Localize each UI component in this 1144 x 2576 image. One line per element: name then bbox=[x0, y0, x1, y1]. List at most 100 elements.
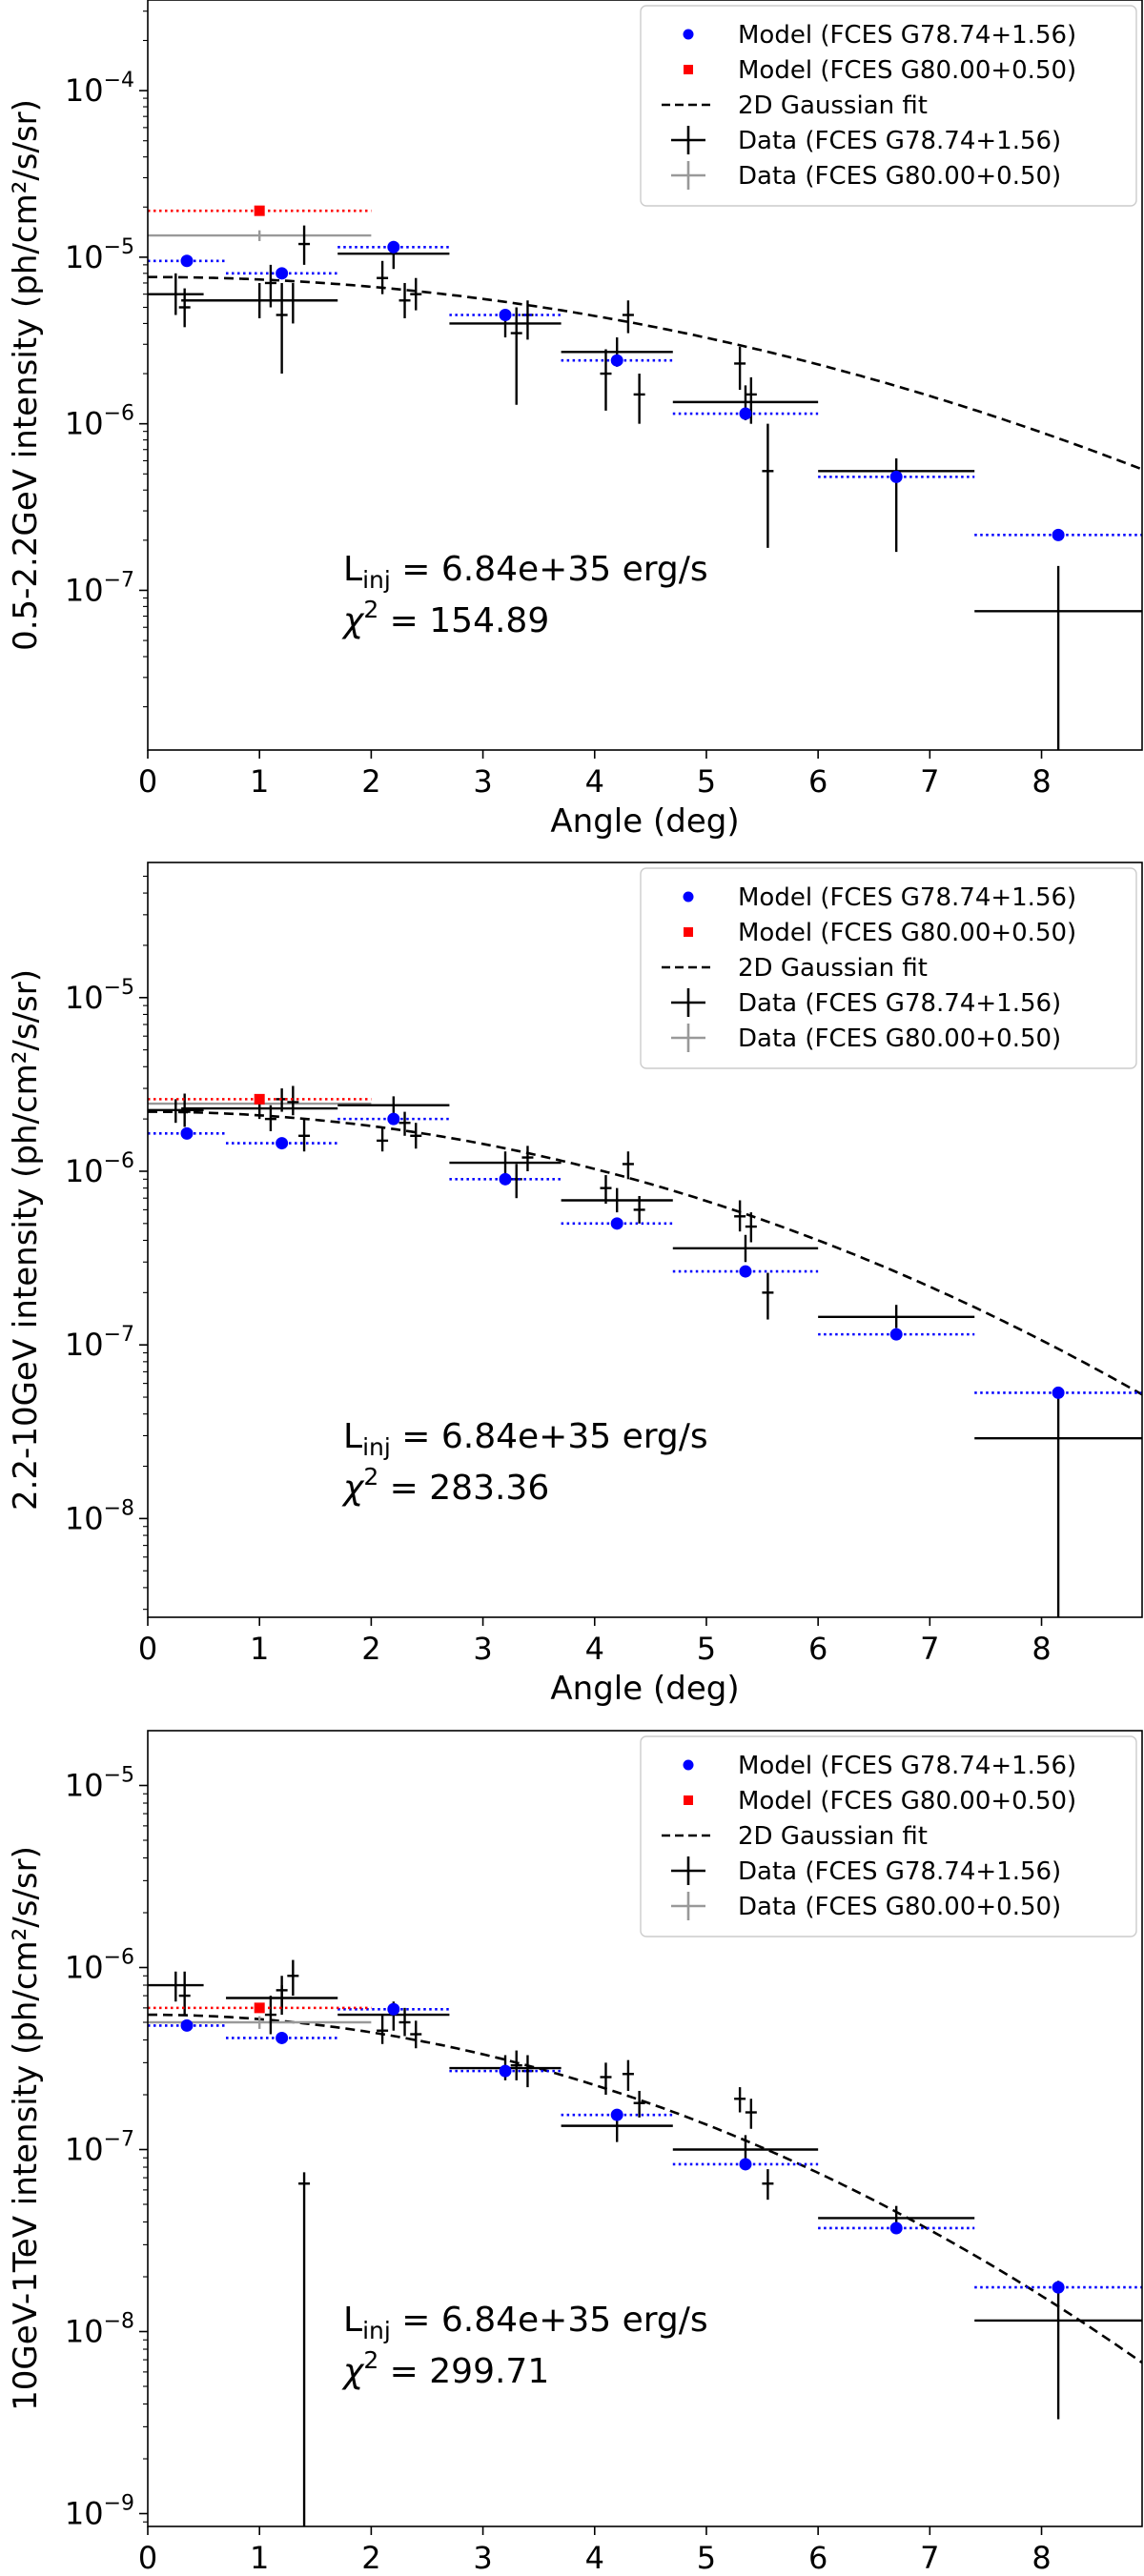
legend-marker bbox=[684, 1795, 693, 1805]
data-a-point bbox=[510, 2050, 522, 2080]
chi-value: = 154.89 bbox=[378, 601, 549, 640]
y-tick-exponent: −5 bbox=[104, 1763, 134, 1787]
gaussian-fit-curve bbox=[148, 1110, 1142, 1396]
data-a-point bbox=[398, 2007, 411, 2037]
y-tick-base: 10 bbox=[65, 1327, 104, 1363]
y-tick-base: 10 bbox=[65, 406, 104, 442]
data-a-point bbox=[510, 307, 522, 405]
data-a-point bbox=[377, 1126, 389, 1152]
legend-entry-fit: 2D Gaussian fit bbox=[662, 91, 928, 120]
model-a-point bbox=[561, 354, 673, 367]
legend-label: Data (FCES G78.74+1.56) bbox=[738, 127, 1061, 155]
y-axis-label: 2.2-10GeV intensity (ph/cm²/s/sr) bbox=[7, 969, 45, 1511]
y-tick-exponent: −8 bbox=[104, 1496, 134, 1520]
x-tick-label: 4 bbox=[585, 1631, 604, 1667]
legend-marker bbox=[683, 891, 694, 903]
data-a-point bbox=[298, 2172, 311, 2526]
model-a-point bbox=[672, 2158, 819, 2171]
legend-label: Data (FCES G78.74+1.56) bbox=[738, 989, 1061, 1018]
data-a-point bbox=[276, 282, 288, 375]
legend-label: Model (FCES G78.74+1.56) bbox=[738, 1752, 1076, 1780]
data-a-binned bbox=[148, 273, 204, 315]
data-a-binned bbox=[181, 282, 338, 318]
y-axis-label: 10GeV-1TeV intensity (ph/cm²/s/sr) bbox=[7, 1846, 45, 2411]
model-a-point bbox=[974, 528, 1142, 541]
y-tick-label: 10−6 bbox=[65, 1149, 134, 1189]
model-a-point bbox=[337, 1112, 450, 1126]
model-a-point bbox=[974, 1386, 1142, 1399]
legend-label: Model (FCES G80.00+0.50) bbox=[738, 919, 1076, 947]
y-tick-exponent: −8 bbox=[104, 2310, 134, 2334]
legend: Model (FCES G78.74+1.56) Model (FCES G80.… bbox=[640, 1735, 1137, 1937]
luminosity-value: = 6.84e+35 erg/s bbox=[391, 550, 708, 589]
x-tick-label: 1 bbox=[250, 763, 269, 800]
data-a-point bbox=[734, 2087, 746, 2113]
plot-area bbox=[148, 205, 1142, 750]
y-tick-base: 10 bbox=[65, 1500, 104, 1536]
y-tick-label: 10−9 bbox=[65, 2492, 134, 2532]
legend-marker bbox=[671, 126, 705, 154]
x-axis-label: Angle (deg) bbox=[550, 802, 739, 841]
model-a-point bbox=[818, 2221, 975, 2235]
x-axis-label: Angle (deg) bbox=[550, 1670, 739, 1708]
plot-area bbox=[148, 1959, 1142, 2526]
data-a-point bbox=[377, 2015, 389, 2044]
data-a-point bbox=[762, 1272, 774, 1320]
y-tick-label: 10−8 bbox=[65, 2310, 134, 2350]
x-tick-label: 3 bbox=[473, 763, 492, 800]
data-a-point bbox=[298, 225, 311, 265]
x-tick-label: 5 bbox=[697, 763, 716, 800]
model-a-point bbox=[449, 308, 562, 321]
model-a-point bbox=[148, 254, 227, 268]
luminosity-subscript: inj bbox=[362, 566, 391, 594]
legend: Model (FCES G78.74+1.56) Model (FCES G80.… bbox=[640, 5, 1137, 207]
data-a-point bbox=[622, 300, 634, 334]
y-tick-exponent: −6 bbox=[104, 402, 134, 426]
y-tick-label: 10−7 bbox=[65, 568, 134, 608]
x-tick-label: 3 bbox=[473, 2540, 492, 2576]
data-a-binned bbox=[337, 1096, 450, 1116]
y-tick-label: 10−5 bbox=[65, 235, 134, 275]
x-tick-label: 1 bbox=[250, 2540, 269, 2576]
legend-entry-model_a: Model (FCES G78.74+1.56) bbox=[683, 883, 1076, 912]
legend-label: Model (FCES G78.74+1.56) bbox=[738, 21, 1076, 50]
x-tick-label: 8 bbox=[1032, 763, 1051, 800]
model-b-point bbox=[148, 205, 372, 216]
chi-superscript: 2 bbox=[363, 596, 378, 623]
chi-square-annotation: χ2 = 154.89 bbox=[341, 596, 549, 640]
data-a-point bbox=[734, 1200, 746, 1232]
legend-entry-data_a: Data (FCES G78.74+1.56) bbox=[671, 126, 1061, 155]
luminosity-symbol: L bbox=[343, 2301, 362, 2340]
data-a-point bbox=[377, 260, 389, 294]
y-tick-exponent: −5 bbox=[104, 976, 134, 1000]
y-tick-base: 10 bbox=[65, 1950, 104, 1986]
data-a-point bbox=[410, 2020, 422, 2049]
legend-label: 2D Gaussian fit bbox=[738, 954, 928, 983]
model-a-point bbox=[337, 2002, 450, 2016]
y-tick-exponent: −6 bbox=[104, 1946, 134, 1970]
y-tick-label: 10−8 bbox=[65, 1496, 134, 1536]
model-a-point bbox=[561, 1217, 673, 1230]
x-tick-label: 5 bbox=[697, 1631, 716, 1667]
chi-square-annotation: χ2 = 283.36 bbox=[341, 1463, 549, 1508]
legend-label: Data (FCES G80.00+0.50) bbox=[738, 1893, 1061, 1921]
x-tick-label: 4 bbox=[585, 2540, 604, 2576]
data-a-point bbox=[398, 1111, 411, 1136]
chi-superscript: 2 bbox=[363, 2346, 378, 2374]
data-a-point bbox=[622, 1151, 634, 1180]
legend-entry-data_b: Data (FCES G80.00+0.50) bbox=[671, 1024, 1061, 1053]
data-a-binned bbox=[974, 2281, 1142, 2420]
y-tick-base: 10 bbox=[65, 2496, 104, 2532]
legend-marker bbox=[671, 161, 705, 190]
x-tick-label: 2 bbox=[361, 1631, 380, 1667]
data-a-point bbox=[398, 282, 411, 318]
legend-label: Data (FCES G80.00+0.50) bbox=[738, 1024, 1061, 1053]
x-tick-label: 6 bbox=[808, 763, 827, 800]
x-tick-label: 0 bbox=[138, 2540, 157, 2576]
chi-symbol: χ bbox=[341, 2352, 365, 2391]
legend-box bbox=[640, 1735, 1137, 1937]
y-tick-base: 10 bbox=[65, 980, 104, 1016]
y-tick-base: 10 bbox=[65, 239, 104, 275]
x-tick-label: 3 bbox=[473, 1631, 492, 1667]
y-tick-base: 10 bbox=[65, 1153, 104, 1189]
